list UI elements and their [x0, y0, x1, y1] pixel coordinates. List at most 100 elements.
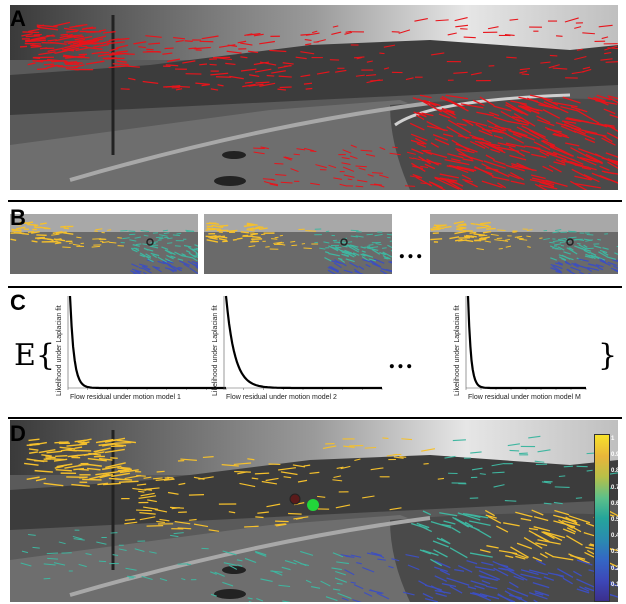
flow-vector — [504, 500, 517, 502]
flow-vector — [360, 253, 366, 257]
flow-vector — [250, 232, 258, 236]
flow-vector — [539, 102, 552, 108]
flow-vector — [545, 179, 568, 187]
flow-vector — [255, 550, 267, 556]
flow-vector — [69, 242, 73, 244]
flow-vector — [576, 238, 585, 242]
flow-vector — [415, 176, 433, 187]
flow-vector — [483, 160, 506, 169]
flow-vector — [476, 226, 487, 229]
flow-vector — [607, 256, 616, 260]
flow-vector — [561, 120, 577, 124]
flow-vector — [504, 33, 515, 36]
flow-vector — [471, 136, 481, 141]
flow-vector — [601, 137, 616, 146]
flow-vector — [358, 265, 365, 270]
colorbar-tick-label: 0.2 — [611, 565, 620, 572]
flow-vector — [365, 263, 371, 268]
flow-vector — [311, 585, 321, 589]
flow-vector — [379, 251, 386, 256]
flow-vector — [270, 178, 276, 181]
flow-vector — [72, 243, 81, 246]
panel-d-flow-vectors — [20, 435, 618, 602]
flow-vector — [188, 47, 197, 50]
flow-vector — [563, 123, 586, 135]
flow-vector — [405, 77, 414, 81]
flow-vector — [66, 35, 78, 38]
flow-vector — [315, 164, 327, 169]
flow-vector — [498, 549, 518, 555]
flow-vector — [607, 158, 618, 165]
flow-vector — [173, 36, 186, 40]
flow-vector — [275, 173, 287, 176]
flow-vector — [505, 238, 510, 241]
flow-vector — [543, 97, 559, 106]
flow-vector — [332, 588, 341, 591]
flow-vector — [108, 241, 117, 244]
flow-vector — [389, 152, 401, 156]
flow-vector — [398, 29, 411, 34]
flow-vector — [187, 260, 198, 268]
flow-vector — [244, 525, 259, 528]
flow-vector — [155, 236, 164, 239]
flow-vector — [375, 242, 382, 246]
flow-vector — [470, 72, 482, 76]
flow-vector — [582, 32, 595, 35]
flow-vector — [531, 153, 547, 159]
flow-vector — [172, 265, 181, 271]
flow-vector — [305, 579, 312, 584]
flow-vector — [437, 477, 445, 480]
flow-vector — [28, 438, 40, 442]
flow-vector — [112, 554, 119, 556]
flow-vector — [335, 69, 347, 73]
flow-vector — [605, 152, 618, 158]
flow-vector — [451, 158, 461, 162]
flow-vector — [465, 239, 474, 243]
flow-vector — [516, 542, 533, 550]
flow-vector — [354, 458, 361, 462]
flow-vector — [334, 577, 348, 583]
flow-vector — [570, 106, 588, 113]
flow-vector — [462, 118, 487, 127]
flow-vector — [233, 462, 252, 466]
flow-vector — [145, 35, 162, 38]
flow-vector — [143, 267, 152, 274]
flow-vector — [599, 249, 608, 254]
flow-vector — [93, 448, 106, 453]
flow-vector — [136, 474, 146, 477]
flow-vector — [300, 74, 311, 78]
flow-vector — [475, 123, 493, 134]
flow-vector — [357, 179, 368, 183]
flow-vector — [210, 88, 219, 91]
flow-vector — [561, 239, 570, 243]
flow-vector — [434, 138, 450, 146]
flow-vector — [124, 518, 136, 521]
flow-vector — [537, 449, 551, 453]
flow-vector — [25, 39, 47, 43]
panel-a-image — [10, 5, 618, 190]
flow-vector — [478, 574, 498, 581]
flow-vector — [497, 593, 514, 602]
flow-vector — [597, 238, 602, 241]
flow-vector — [560, 125, 577, 134]
flow-vector — [528, 129, 549, 142]
flow-vector — [443, 133, 454, 138]
flow-vector — [149, 551, 157, 554]
flow-vector — [575, 497, 583, 499]
flow-vector — [534, 460, 545, 463]
flow-vector — [587, 263, 600, 268]
flow-vector — [355, 185, 364, 188]
flow-vector — [152, 232, 159, 234]
flow-vector — [596, 122, 608, 128]
flow-vector — [188, 246, 198, 254]
flow-vector — [360, 246, 366, 249]
flow-vector — [415, 137, 427, 145]
flow-vector — [193, 523, 209, 528]
flow-vector — [32, 546, 40, 549]
flow-vector — [333, 177, 343, 180]
flow-vector — [438, 113, 451, 119]
flow-vector — [278, 467, 296, 471]
flow-vector — [274, 162, 284, 165]
flow-vector — [146, 48, 154, 51]
flow-vector — [240, 231, 250, 234]
